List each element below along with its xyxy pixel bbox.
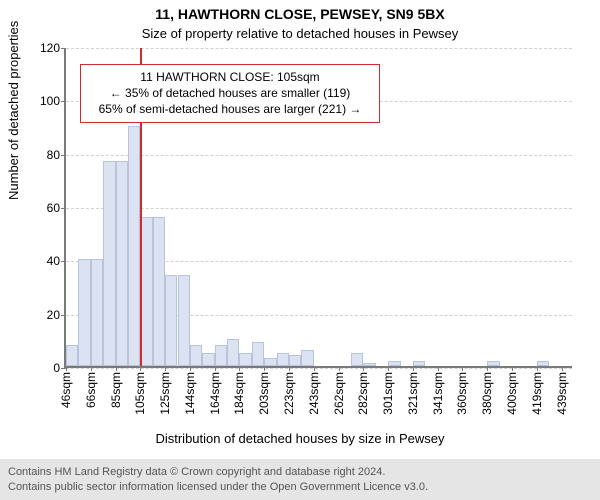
chart-title-line2: Size of property relative to detached ho… [0,26,600,41]
y-axis-label: Number of detached properties [6,21,21,200]
x-tick-label: 144sqm [183,372,197,415]
footer-line-1: Contains HM Land Registry data © Crown c… [8,465,592,479]
histogram-bar [103,161,115,366]
annotation-line-1: 11 HAWTHORN CLOSE: 105sqm [89,69,371,85]
annotation-line-3: 65% of semi-detached houses are larger (… [89,101,371,117]
x-tick-label: 282sqm [356,372,370,415]
chart-container: { "chart": { "type": "histogram", "title… [0,0,600,500]
annotation-line-2: ← 35% of detached houses are smaller (11… [89,85,371,101]
y-tick-label: 60 [47,201,60,215]
histogram-bar [413,361,425,366]
histogram-bar [128,126,140,366]
histogram-bar [277,353,289,366]
histogram-bar [78,259,90,366]
x-tick-label: 66sqm [84,372,98,408]
x-tick-label: 164sqm [208,372,222,415]
footer: Contains HM Land Registry data © Crown c… [0,459,600,500]
histogram-bar [239,353,251,366]
x-tick-label: 105sqm [133,372,147,415]
histogram-bar [388,361,400,366]
x-tick-label: 243sqm [307,372,321,415]
x-tick-label: 85sqm [109,372,123,408]
histogram-bar [301,350,313,366]
x-tick-label: 262sqm [332,372,346,415]
x-tick-label: 46sqm [59,372,73,408]
x-tick-label: 223sqm [282,372,296,415]
y-tick-label: 120 [40,41,60,55]
histogram-bar [190,345,202,366]
x-tick-label: 125sqm [158,372,172,415]
y-tick-label: 80 [47,148,60,162]
annotation-box: 11 HAWTHORN CLOSE: 105sqm ← 35% of detac… [80,64,380,123]
histogram-bar [178,275,190,366]
histogram-bar [227,339,239,366]
y-tick-label: 20 [47,308,60,322]
x-tick-label: 341sqm [431,372,445,415]
histogram-bar [153,217,165,366]
x-axis-label: Distribution of detached houses by size … [0,431,600,446]
x-tick-label: 419sqm [530,372,544,415]
histogram-bar [66,345,78,366]
x-tick-label: 400sqm [505,372,519,415]
histogram-bar [537,361,549,366]
histogram-bar [487,361,499,366]
x-tick-label: 321sqm [406,372,420,415]
histogram-bar [363,363,375,366]
footer-line-2: Contains public sector information licen… [8,480,592,494]
histogram-bar [116,161,128,366]
histogram-bar [289,355,301,366]
histogram-bar [351,353,363,366]
histogram-bar [202,353,214,366]
histogram-bar [264,358,276,366]
x-tick-label: 184sqm [232,372,246,415]
x-tick-label: 360sqm [455,372,469,415]
histogram-bar [165,275,177,366]
x-tick-label: 301sqm [381,372,395,415]
y-tick-label: 40 [47,254,60,268]
y-tick-label: 100 [40,94,60,108]
chart-title-line1: 11, HAWTHORN CLOSE, PEWSEY, SN9 5BX [0,6,600,22]
histogram-bar [91,259,103,366]
histogram-bar [215,345,227,366]
histogram-bar [252,342,264,366]
x-tick-label: 203sqm [257,372,271,415]
gridline [66,368,572,369]
x-tick-label: 380sqm [480,372,494,415]
x-tick-label: 439sqm [555,372,569,415]
